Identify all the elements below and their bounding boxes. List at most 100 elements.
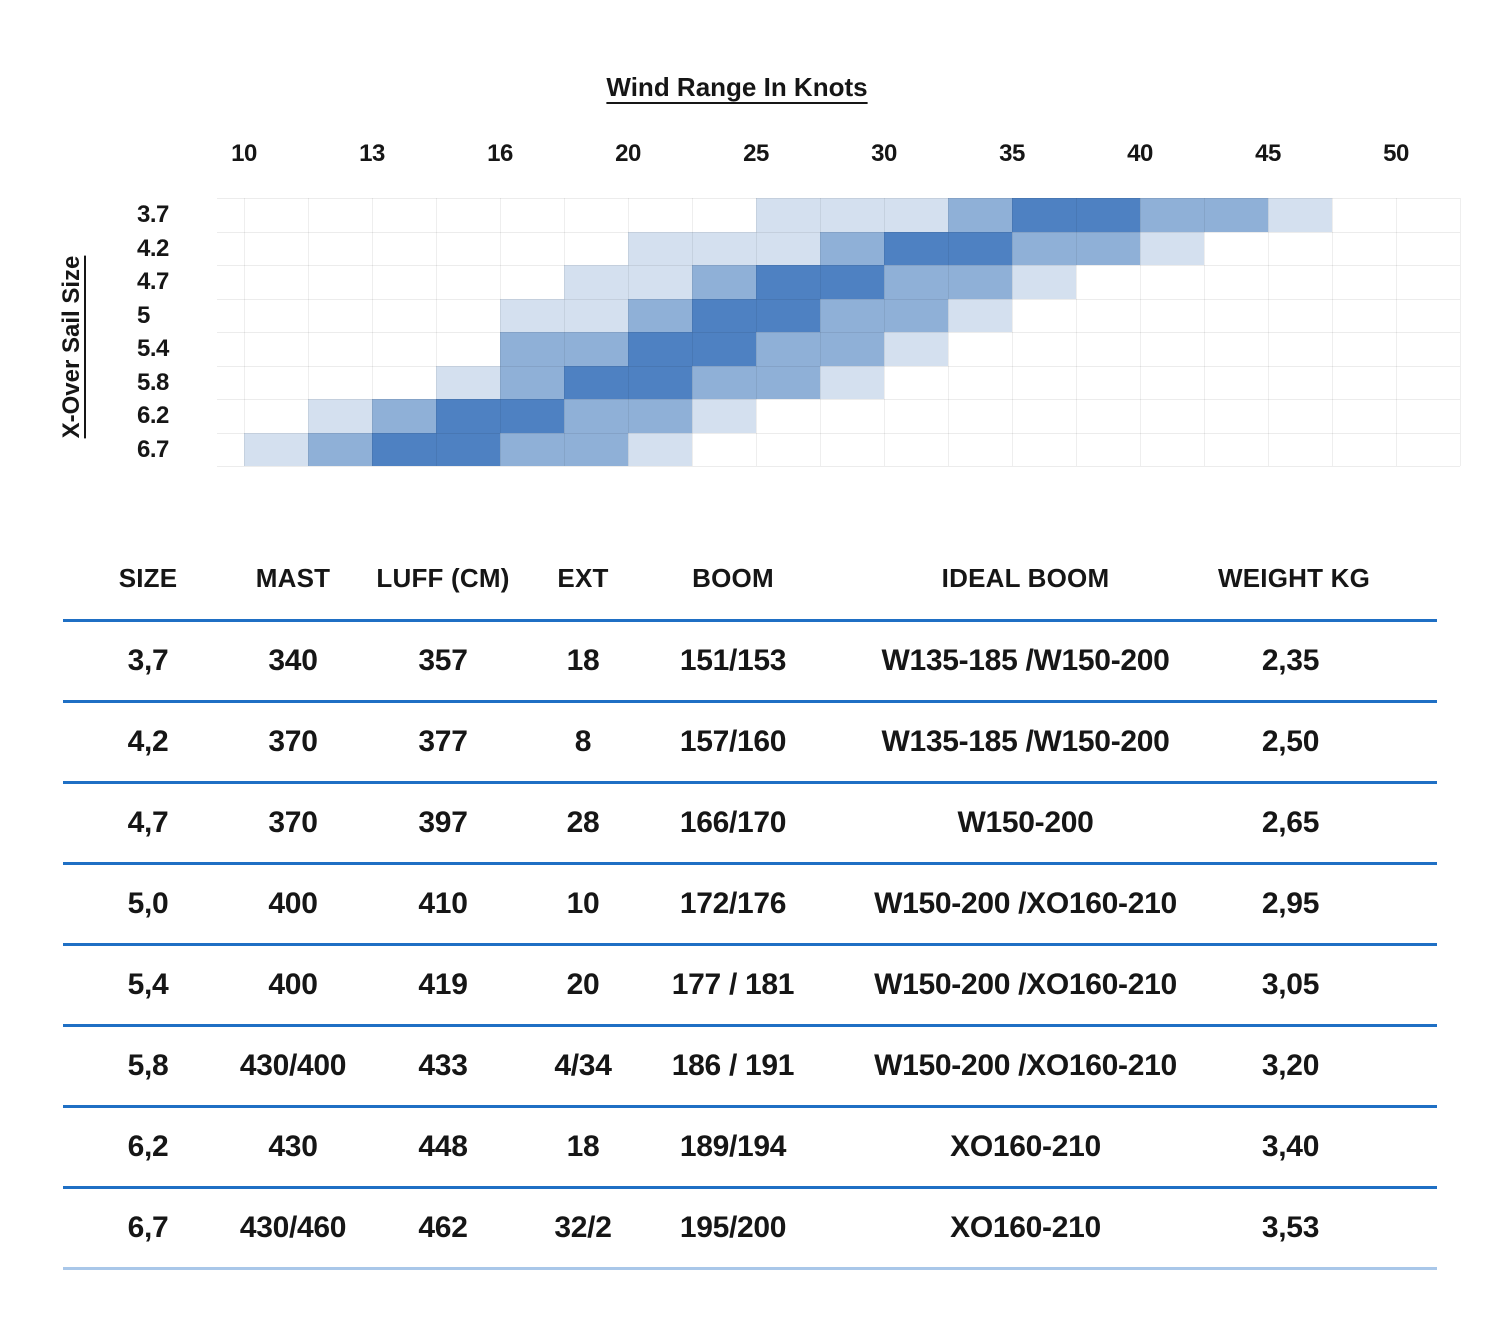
gridline-horizontal bbox=[217, 332, 1460, 333]
heatmap-cell bbox=[564, 265, 692, 299]
table-cell: 166/170 bbox=[679, 806, 787, 839]
spec-table: SIZE MAST LUFF (CM) EXT BOOM IDEAL BOOM WEIGHT… bbox=[63, 538, 1437, 1270]
table-cell: 377 bbox=[418, 725, 468, 758]
x-tick-label: 50 bbox=[1383, 140, 1409, 167]
table-cell: 2,95 bbox=[1261, 887, 1320, 920]
table-row: 5,4 400 419 20 177 / 181 W150-200 /XO160-210 3… bbox=[63, 946, 1437, 1027]
table-cell: XO160-210 bbox=[950, 1130, 1101, 1163]
table-cell: W135-185 /W150-200 bbox=[881, 644, 1170, 677]
table-cell: 370 bbox=[268, 725, 318, 758]
heatmap-cell bbox=[692, 365, 820, 399]
heatmap-cell bbox=[1268, 198, 1332, 232]
heatmap-cell bbox=[500, 365, 564, 399]
heatmap-cell bbox=[564, 365, 692, 399]
heatmap-cell bbox=[756, 198, 948, 232]
heatmap-cell bbox=[628, 231, 820, 265]
table-cell: W150-200 /XO160-210 bbox=[874, 1049, 1177, 1082]
heatmap-cell bbox=[500, 298, 628, 332]
table-cell: 20 bbox=[566, 968, 600, 1001]
table-cell: 430/460 bbox=[239, 1211, 347, 1244]
gridline-vertical bbox=[308, 198, 309, 466]
table-cell: 2,50 bbox=[1261, 725, 1320, 758]
heatmap-cell bbox=[308, 432, 372, 466]
table-cell: 5,4 bbox=[127, 968, 169, 1001]
x-tick-label: 40 bbox=[1127, 140, 1153, 167]
table-cell: 157/160 bbox=[679, 725, 787, 758]
gridline-horizontal bbox=[217, 231, 1460, 233]
table-cell: 3,53 bbox=[1261, 1211, 1320, 1244]
table-row: 5,0 400 410 10 172/176 W150-200 /XO160-210 2,9… bbox=[63, 865, 1437, 946]
heatmap-cell bbox=[564, 399, 692, 433]
heatmap-cell bbox=[820, 231, 884, 265]
gridline-vertical bbox=[820, 198, 821, 466]
table-cell: 186 / 191 bbox=[671, 1049, 795, 1082]
heatmap-cell bbox=[820, 298, 948, 332]
table-cell: 2,35 bbox=[1261, 644, 1320, 677]
table-cell: 430/400 bbox=[239, 1049, 347, 1082]
table-cell: 397 bbox=[418, 806, 468, 839]
y-tick-label: 3.7 bbox=[137, 201, 169, 228]
heatmap-cell bbox=[1140, 198, 1268, 232]
gridline-vertical bbox=[372, 198, 373, 466]
table-cell: 177 / 181 bbox=[671, 968, 795, 1001]
heatmap-cell bbox=[756, 332, 884, 366]
heatmap-cell bbox=[884, 265, 1012, 299]
x-tick-label: 13 bbox=[359, 140, 385, 167]
table-cell: 419 bbox=[418, 968, 468, 1001]
table-header-row: SIZE MAST LUFF (CM) EXT BOOM IDEAL BOOM WEIGHT… bbox=[63, 538, 1437, 622]
table-cell: 448 bbox=[418, 1130, 468, 1163]
table-cell: 357 bbox=[418, 644, 468, 677]
heatmap-cell bbox=[628, 298, 692, 332]
gridline-vertical bbox=[1268, 198, 1269, 466]
table-cell: 10 bbox=[566, 887, 600, 920]
gridline-vertical bbox=[244, 198, 245, 466]
table-cell: 370 bbox=[268, 806, 318, 839]
heatmap-cell bbox=[756, 265, 884, 299]
heatmap-cell bbox=[948, 298, 1012, 332]
y-tick-label: 4.2 bbox=[137, 234, 169, 262]
x-tick-label: 30 bbox=[871, 140, 897, 167]
x-tick-label: 16 bbox=[487, 140, 513, 167]
table-cell: 400 bbox=[268, 968, 318, 1001]
x-tick-label: 35 bbox=[999, 140, 1025, 167]
heatmap-cell bbox=[692, 298, 820, 332]
heatmap-cell bbox=[884, 332, 948, 366]
heatmap-cell bbox=[628, 332, 756, 366]
table-cell: 18 bbox=[566, 644, 600, 677]
heatmap-cell bbox=[308, 399, 372, 433]
chart-title: Wind Range In Knots bbox=[606, 72, 868, 102]
heatmap-cell bbox=[244, 432, 308, 466]
table-cell: 3,7 bbox=[127, 644, 169, 677]
gridline-vertical bbox=[884, 198, 885, 466]
table-row: 6,2 430 448 18 189/194 XO160-210 3,40 bbox=[63, 1108, 1437, 1189]
column-header: IDEAL BOOM bbox=[941, 563, 1110, 593]
y-tick-label: 5.4 bbox=[137, 335, 169, 362]
table-cell: 6,2 bbox=[127, 1130, 169, 1163]
gridline-vertical bbox=[436, 198, 437, 466]
table-cell: 3,05 bbox=[1261, 968, 1320, 1001]
y-tick-label: 5.8 bbox=[137, 368, 169, 396]
heatmap-plot bbox=[216, 198, 1462, 467]
table-cell: 28 bbox=[566, 806, 600, 839]
table-cell: W150-200 bbox=[957, 806, 1094, 839]
y-tick-label: 6.2 bbox=[137, 402, 169, 429]
heatmap-cell bbox=[372, 399, 436, 433]
gridline-vertical bbox=[564, 198, 565, 466]
gridline-vertical bbox=[1076, 198, 1077, 466]
table-cell: 410 bbox=[418, 887, 468, 920]
column-header: LUFF (CM) bbox=[376, 563, 510, 593]
table-row: 3,7 340 357 18 151/153 W135-185 /W150-200 2,35 bbox=[63, 622, 1437, 703]
table-cell: 433 bbox=[418, 1049, 468, 1082]
gridline-horizontal bbox=[217, 298, 1460, 300]
table-body: 3,7 340 357 18 151/153 W135-185 /W150-200 2,35… bbox=[63, 622, 1437, 1270]
gridline-vertical bbox=[1396, 198, 1397, 466]
gridline-vertical bbox=[1204, 198, 1205, 466]
table-cell: 462 bbox=[418, 1211, 468, 1244]
column-header: WEIGHT KG bbox=[1218, 563, 1371, 593]
y-tick-label: 6.7 bbox=[137, 435, 169, 463]
heatmap-cell bbox=[372, 432, 500, 466]
gridline-horizontal bbox=[217, 365, 1460, 367]
heatmap-cell bbox=[1012, 265, 1076, 299]
gridline-horizontal bbox=[217, 265, 1460, 266]
heatmap-cell bbox=[1012, 198, 1140, 232]
